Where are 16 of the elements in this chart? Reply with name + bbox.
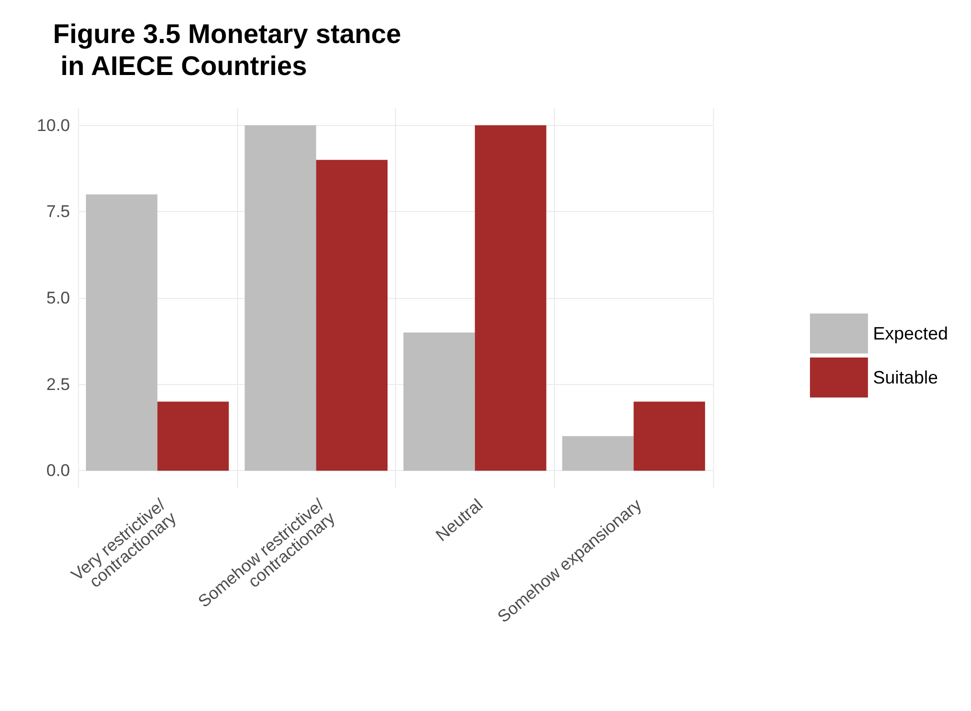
bar — [403, 332, 475, 471]
bar — [244, 125, 316, 471]
y-tick-label: 0.0 — [46, 461, 70, 480]
bar — [316, 160, 388, 471]
bar — [157, 402, 229, 471]
y-tick-label: 5.0 — [46, 288, 70, 308]
bar — [474, 125, 546, 471]
chart-title: Figure 3.5 Monetary stance in AIECE Countries — [53, 19, 402, 81]
y-tick-label: 10.0 — [36, 116, 70, 135]
y-tick-label: 7.5 — [46, 202, 70, 222]
bar — [86, 194, 158, 471]
y-tick-label: 2.5 — [46, 374, 70, 394]
bar — [562, 436, 634, 471]
legend-label: Expected — [872, 324, 948, 344]
bar — [634, 402, 706, 471]
legend-label: Suitable — [872, 368, 938, 388]
